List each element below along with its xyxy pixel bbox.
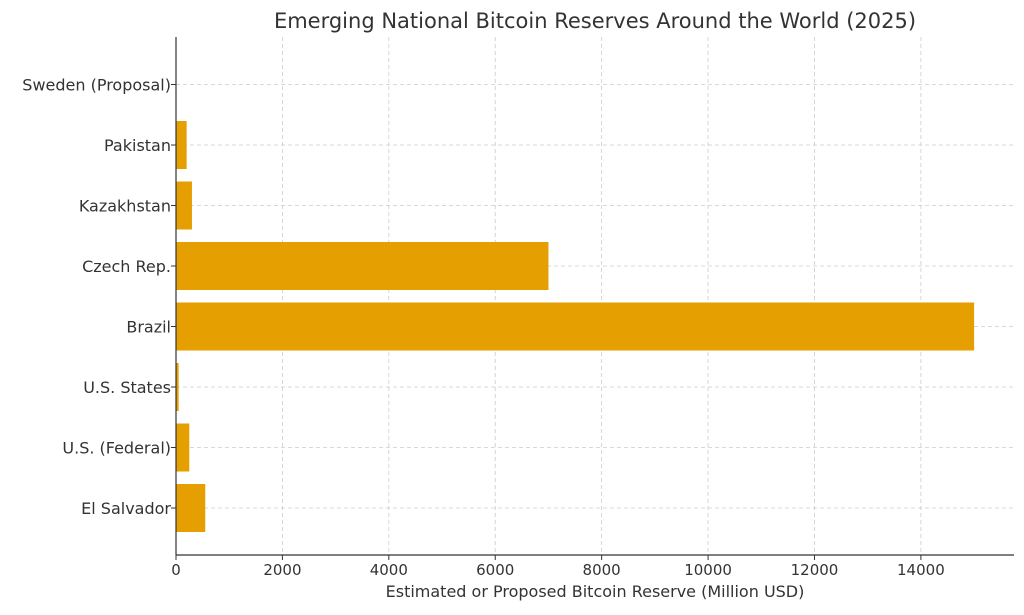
y-tick-label: Czech Rep. <box>82 257 171 276</box>
y-tick-label: U.S. States <box>83 378 171 397</box>
x-tick-label: 14000 <box>897 561 945 579</box>
y-tick-label: U.S. (Federal) <box>62 439 171 458</box>
y-tick-label: Pakistan <box>104 136 171 155</box>
x-tick-label: 6000 <box>476 561 514 579</box>
chart-title: Emerging National Bitcoin Reserves Aroun… <box>274 9 916 33</box>
x-tick-label: 10000 <box>684 561 732 579</box>
bar-el-salvador <box>176 484 206 532</box>
bar-pakistan <box>176 121 187 169</box>
bar-czech-rep <box>176 242 549 290</box>
y-tick-label: Sweden (Proposal) <box>22 76 171 95</box>
x-tick-label: 4000 <box>370 561 408 579</box>
y-tick-label: El Salvador <box>81 499 171 518</box>
x-axis-label: Estimated or Proposed Bitcoin Reserve (M… <box>386 582 805 601</box>
bar-brazil <box>176 302 975 351</box>
bar-kazakhstan <box>176 181 192 230</box>
x-tick-label: 12000 <box>791 561 839 579</box>
x-tick-label: 0 <box>171 561 181 579</box>
x-tick-label: 8000 <box>583 561 621 579</box>
bar-u-s-federal <box>176 423 190 472</box>
y-tick-label: Kazakhstan <box>79 197 171 216</box>
x-tick-label: 2000 <box>263 561 301 579</box>
y-tick-label: Brazil <box>126 318 171 337</box>
bar-u-s-states <box>176 363 179 411</box>
